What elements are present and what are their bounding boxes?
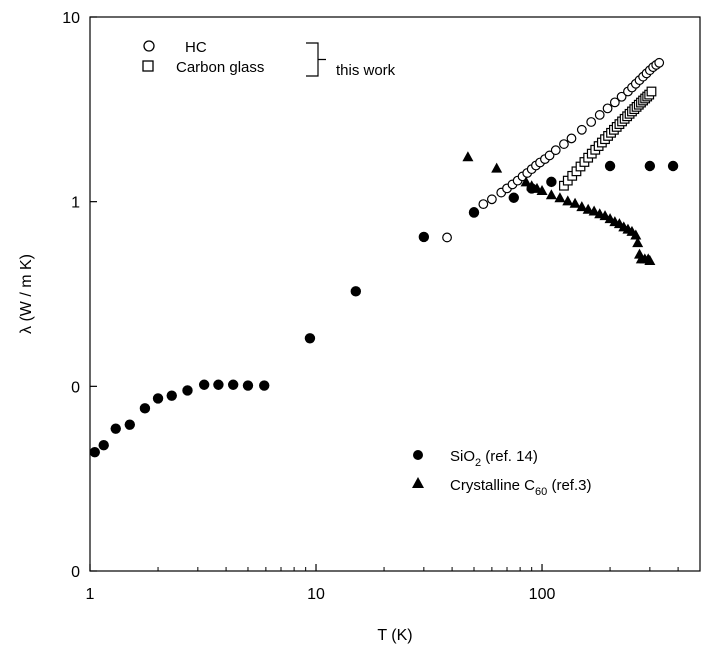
data-point <box>586 117 597 127</box>
data-point <box>630 229 642 240</box>
data-point <box>139 403 151 414</box>
data-point <box>576 201 588 212</box>
data-point <box>442 232 452 243</box>
legend-c60-label: Crystalline C60 (ref.3) <box>450 477 591 498</box>
series-0 <box>442 57 665 243</box>
data-point <box>418 231 430 243</box>
legend-c60-marker <box>412 477 424 488</box>
data-point <box>582 203 594 214</box>
data-point <box>644 160 656 172</box>
data-point <box>508 192 519 203</box>
legend-this-work: HC Carbon glass this work <box>142 39 396 79</box>
data-point <box>468 207 480 218</box>
data-point <box>554 192 566 203</box>
data-point <box>569 197 581 208</box>
data-point <box>227 379 239 390</box>
x-tick-label: 100 <box>529 586 556 603</box>
data-point <box>602 103 613 114</box>
data-point <box>616 91 627 102</box>
data-point <box>654 57 665 68</box>
data-point <box>594 110 605 120</box>
data-point <box>546 176 557 188</box>
series-1 <box>559 86 657 191</box>
legend-sio2-marker <box>413 450 423 460</box>
legend-carbon-glass-label: Carbon glass <box>176 59 264 76</box>
x-tick-label: 1 <box>86 586 95 603</box>
data-point <box>520 176 532 187</box>
data-point <box>152 393 164 404</box>
y-axis-title: λ (W / m K) <box>18 254 35 334</box>
data-point <box>98 439 109 451</box>
data-point <box>89 446 100 458</box>
legend-hc-marker <box>143 40 155 52</box>
data-point <box>242 380 254 391</box>
x-axis: 1 10 100 <box>86 564 701 603</box>
series-2 <box>89 160 679 458</box>
legend-hc-label: HC <box>185 39 207 56</box>
y-tick-label: 10 <box>62 10 80 27</box>
data-point <box>536 184 548 195</box>
data-point <box>491 162 503 173</box>
data-point <box>545 189 557 200</box>
data-point <box>646 86 657 97</box>
x-tick-label: 10 <box>307 586 325 603</box>
legend-group-label: this work <box>336 62 396 79</box>
data-point <box>544 150 555 161</box>
legend-group-bracket <box>306 42 326 77</box>
data-point <box>213 379 224 390</box>
legend-carbon-glass-marker <box>142 60 154 72</box>
data-point <box>486 194 497 205</box>
data-point <box>478 199 489 210</box>
data-point <box>350 286 362 297</box>
data-point <box>166 390 177 401</box>
data-point <box>562 195 574 206</box>
y-tick-label: 1 <box>71 195 80 212</box>
data-point <box>632 237 644 248</box>
data-point <box>644 255 656 266</box>
legend-references: SiO2 (ref. 14) Crystalline C60 (ref.3) <box>412 448 591 498</box>
y-axis: 0 0 1 10 <box>62 10 97 581</box>
y-tick-label: 0 <box>71 379 80 396</box>
data-point <box>604 160 616 172</box>
y-tick-label: 0 <box>71 564 80 581</box>
data-point <box>588 205 600 216</box>
data-point <box>304 333 316 344</box>
data-point <box>559 139 569 149</box>
data-point <box>259 380 270 391</box>
data-point <box>182 385 193 396</box>
data-point <box>550 145 561 156</box>
data-points <box>89 57 679 458</box>
legend-sio2-label: SiO2 (ref. 14) <box>450 448 538 469</box>
data-point <box>609 97 620 108</box>
series-3 <box>462 151 656 266</box>
data-point <box>576 124 587 135</box>
data-point <box>667 160 679 172</box>
data-point <box>198 379 210 390</box>
data-point <box>110 423 121 434</box>
data-point <box>462 151 474 162</box>
plot-frame <box>89 16 701 572</box>
x-axis-title: T (K) <box>377 627 412 644</box>
data-point <box>124 419 135 430</box>
data-point <box>566 133 577 144</box>
